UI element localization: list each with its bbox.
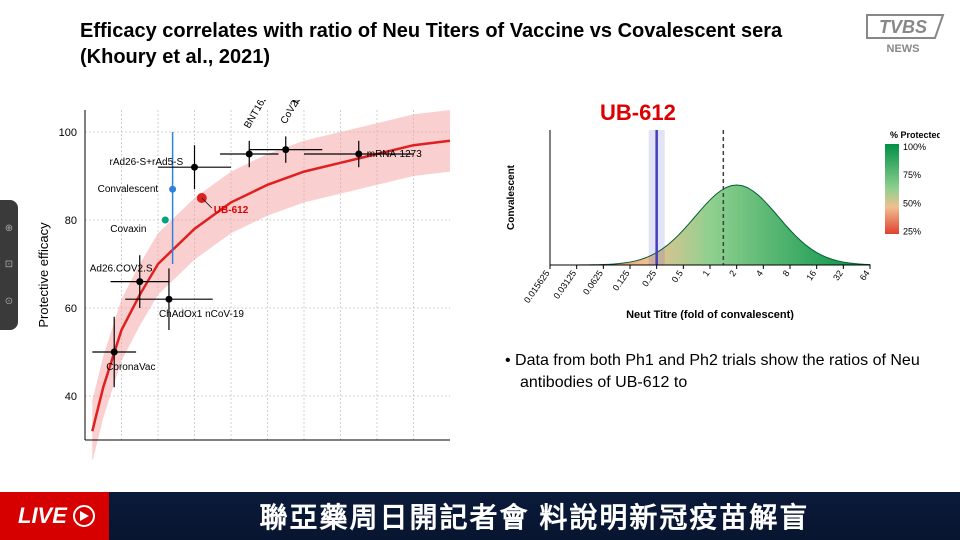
tool-icon[interactable]: ⊙ bbox=[5, 296, 13, 307]
svg-text:BNT162b2: BNT162b2 bbox=[242, 100, 276, 131]
distribution-chart: 0.0156250.031250.0625 0.125 0.25 0.5 1 2 4 8 16 3… bbox=[500, 120, 940, 320]
svg-text:ChAdOx1 nCoV-19: ChAdOx1 nCoV-19 bbox=[159, 309, 244, 320]
svg-text:0.5: 0.5 bbox=[670, 268, 685, 284]
svg-text:50%: 50% bbox=[903, 198, 921, 208]
efficacy-scatter-chart: 40 60 80 100 CoronaVac Ad26.COV2.S ChAdOx1 nCo… bbox=[30, 100, 460, 460]
svg-text:60: 60 bbox=[65, 303, 77, 315]
svg-text:100: 100 bbox=[59, 127, 77, 139]
svg-text:4: 4 bbox=[754, 268, 765, 278]
toolbar-sidebar[interactable]: ⊕ ⊡ ⊙ bbox=[0, 200, 18, 330]
svg-text:40: 40 bbox=[65, 391, 77, 403]
svg-text:16: 16 bbox=[804, 268, 818, 282]
slide-title: Efficacy correlates with ratio of Neu Ti… bbox=[80, 18, 840, 70]
svg-text:0.25: 0.25 bbox=[640, 268, 658, 288]
news-headline: 聯亞藥周日開記者會 料說明新冠疫苗解盲 bbox=[109, 496, 960, 536]
tool-icon[interactable]: ⊕ bbox=[5, 223, 13, 234]
presentation-slide: Efficacy correlates with ratio of Neu Ti… bbox=[0, 0, 960, 500]
svg-text:TVBS: TVBS bbox=[879, 17, 927, 37]
svg-text:UB-612: UB-612 bbox=[214, 205, 249, 216]
svg-text:0.0625: 0.0625 bbox=[581, 268, 605, 296]
svg-text:CoV2373: CoV2373 bbox=[279, 100, 310, 126]
svg-text:32: 32 bbox=[831, 268, 845, 282]
svg-text:NEWS: NEWS bbox=[887, 43, 920, 55]
svg-text:25%: 25% bbox=[903, 226, 921, 236]
svg-text:0.015625: 0.015625 bbox=[522, 268, 552, 304]
svg-text:rAd26-S+rAd5-S: rAd26-S+rAd5-S bbox=[110, 157, 184, 168]
svg-text:% Protected: % Protected bbox=[890, 130, 940, 140]
tvbs-logo: TVBS NEWS bbox=[865, 10, 945, 60]
svg-text:0.125: 0.125 bbox=[611, 268, 632, 292]
live-text: LIVE bbox=[18, 503, 67, 529]
svg-text:CoronaVac: CoronaVac bbox=[106, 362, 155, 373]
svg-text:1: 1 bbox=[701, 268, 712, 278]
svg-text:Convalescent: Convalescent bbox=[98, 184, 159, 195]
news-banner: LIVE 聯亞藥周日開記者會 料說明新冠疫苗解盲 bbox=[0, 492, 960, 540]
svg-text:0.03125: 0.03125 bbox=[551, 268, 578, 300]
svg-text:Covaxin: Covaxin bbox=[110, 224, 146, 235]
svg-text:mRNA-1273: mRNA-1273 bbox=[367, 149, 422, 160]
svg-text:80: 80 bbox=[65, 215, 77, 227]
tool-icon[interactable]: ⊡ bbox=[5, 259, 13, 270]
svg-text:2: 2 bbox=[727, 268, 738, 278]
svg-text:Neut Titre (fold of convalesce: Neut Titre (fold of convalescent) bbox=[626, 309, 794, 320]
live-badge: LIVE bbox=[0, 492, 109, 540]
bullet-text: Data from both Ph1 and Ph2 trials show t… bbox=[520, 350, 930, 395]
svg-text:64: 64 bbox=[858, 268, 872, 282]
svg-text:75%: 75% bbox=[903, 170, 921, 180]
play-icon bbox=[73, 505, 95, 527]
svg-text:100%: 100% bbox=[903, 142, 926, 152]
svg-text:Ad26.COV2.S: Ad26.COV2.S bbox=[90, 264, 153, 275]
svg-text:Convalescent: Convalescent bbox=[506, 164, 517, 230]
svg-text:Protective efficacy: Protective efficacy bbox=[36, 222, 51, 328]
svg-text:8: 8 bbox=[781, 268, 792, 278]
